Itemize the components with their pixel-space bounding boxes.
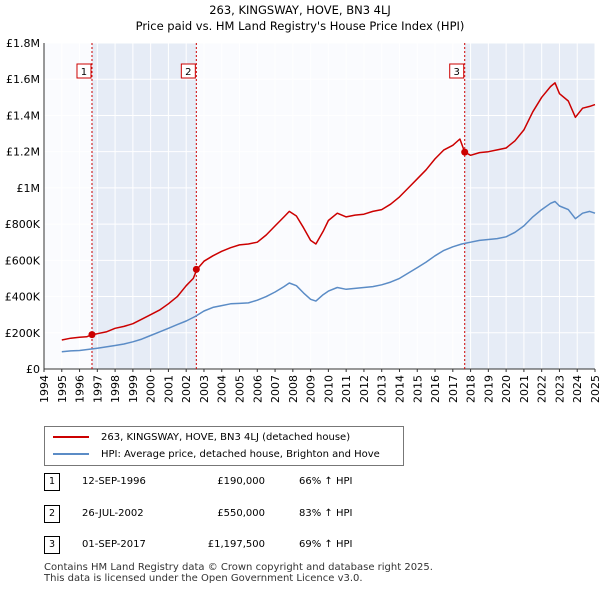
legend-item-property: 263, KINGSWAY, HOVE, BN3 4LJ (detached h… [53,430,350,444]
x-tick-label: 2019 [482,375,495,403]
sale-number-box [180,63,196,79]
sale-point [88,331,96,339]
x-tick-label: 2015 [411,375,424,403]
sale-row: 2 26-JUL-2002 £550,000 83% ↑ HPI [44,505,404,523]
shaded-period [464,43,595,369]
x-tick-label: 2006 [251,375,264,403]
x-tick-label: 2002 [180,375,193,403]
y-tick-label: £400K [5,291,41,304]
y-tick-label: £1.2M [6,146,40,159]
footer-copyright: Contains HM Land Registry data © Crown c… [44,562,433,584]
hpi-line [61,200,596,353]
x-tick-label: 1998 [109,375,122,403]
x-tick-label: 2003 [198,375,211,403]
shaded-period [91,43,197,369]
x-tick-label: 2004 [216,375,229,403]
x-tick-label: 2025 [589,375,600,403]
sale-date: 01-SEP-2017 [82,539,146,550]
sale-number-badge: 3 [44,536,60,554]
x-tick-label: 2009 [305,375,318,403]
chart-title-line1: 263, KINGSWAY, HOVE, BN3 4LJ [209,3,391,17]
sale-hpi-change: 83% ↑ HPI [299,508,353,519]
x-tick-label: 2014 [393,375,406,403]
x-tick-label: 2018 [465,375,478,403]
legend-swatch-hpi [53,453,89,455]
sale-price: £550,000 [217,508,265,519]
sale-number-badge: 2 [44,505,60,523]
property-price-line [61,82,596,341]
sale-number-box [449,63,465,79]
sale-number-box [76,63,92,79]
sale-price: £190,000 [217,476,265,487]
x-tick-label: 1997 [91,375,104,403]
x-tick-label: 2008 [287,375,300,403]
sale-number-label: 3 [454,67,460,78]
sale-row: 1 12-SEP-1996 £190,000 66% ↑ HPI [44,473,404,491]
footer-line-1: Contains HM Land Registry data © Crown c… [44,562,433,573]
x-tick-label: 2023 [553,375,566,403]
x-tick-label: 2016 [429,375,442,403]
sale-row: 3 01-SEP-2017 £1,197,500 69% ↑ HPI [44,536,404,554]
chart-title-line2: Price paid vs. HM Land Registry's House … [135,19,465,33]
sale-price: £1,197,500 [207,539,265,550]
legend-item-hpi: HPI: Average price, detached house, Brig… [53,447,380,461]
price-chart: £0 £200K £400K £600K £800K £1M £1.2M £1.4M £1.6M… [5,37,600,403]
sale-hpi-change: 69% ↑ HPI [299,539,353,550]
x-tick-label: 2007 [269,375,282,403]
sale-number-label: 2 [185,67,191,78]
sale-point [192,265,200,273]
x-tick-label: 2012 [358,375,371,403]
sale-date: 12-SEP-1996 [82,476,146,487]
x-tick-label: 1995 [56,375,69,403]
x-tick-label: 2020 [500,375,513,403]
y-tick-label: £1.8M [6,37,40,50]
x-tick-label: 2017 [447,375,460,403]
sale-number-label: 1 [81,67,87,78]
sale-number-badge: 1 [44,473,60,491]
y-tick-label: £600K [5,254,41,267]
x-tick-label: 2005 [234,375,247,403]
legend-swatch-property [53,436,89,438]
y-tick-label: £1M [17,182,41,195]
x-tick-label: 1999 [127,375,140,403]
y-tick-label: £800K [5,218,41,231]
x-tick-label: 1996 [74,375,87,403]
x-tick-label: 2011 [340,375,353,403]
chart-legend: 263, KINGSWAY, HOVE, BN3 4LJ (detached h… [44,426,404,466]
sale-date: 26-JUL-2002 [82,508,144,519]
y-tick-label: £1.6M [6,73,40,86]
x-tick-label: 2022 [536,375,549,403]
x-tick-label: 1994 [38,375,51,403]
sale-point [461,148,469,156]
x-tick-label: 2013 [376,375,389,403]
legend-label-property: 263, KINGSWAY, HOVE, BN3 4LJ (detached h… [101,431,351,443]
legend-label-hpi: HPI: Average price, detached house, Brig… [101,448,380,460]
y-tick-label: £200K [5,327,41,340]
x-tick-label: 2024 [571,375,584,403]
x-tick-label: 2000 [145,375,158,403]
x-tick-label: 2010 [322,375,335,403]
footer-line-2: This data is licensed under the Open Gov… [44,573,363,584]
sale-hpi-change: 66% ↑ HPI [299,476,353,487]
y-tick-label: £0 [26,363,40,376]
y-tick-label: £1.4M [6,109,40,122]
x-tick-label: 2001 [162,375,175,403]
x-tick-label: 2021 [518,375,531,403]
